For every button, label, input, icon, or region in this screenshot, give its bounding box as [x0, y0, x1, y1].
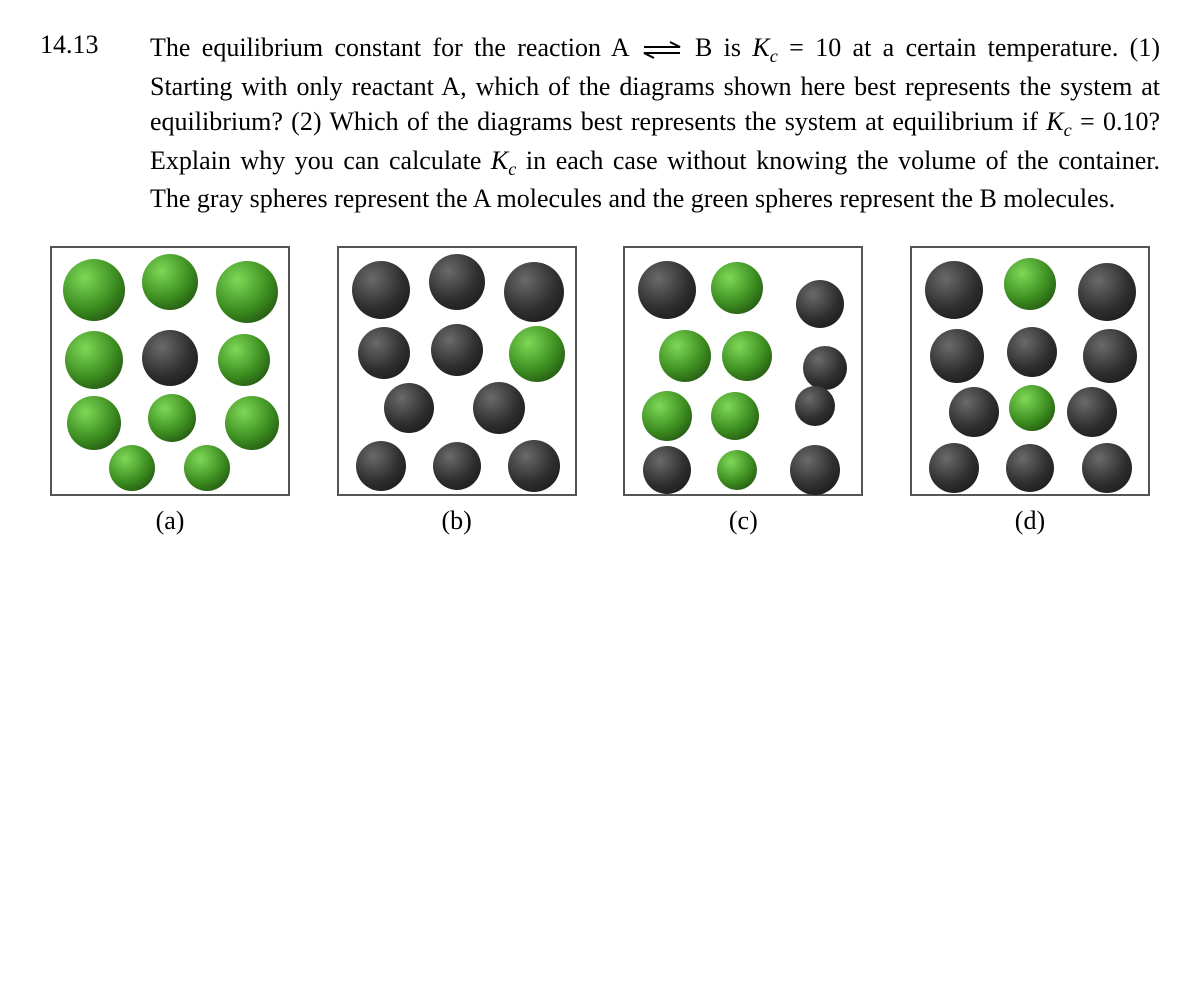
equilibrium-arrows-icon — [642, 41, 682, 59]
gray-sphere — [1007, 327, 1057, 377]
green-sphere — [142, 254, 198, 310]
c-sub: c — [1064, 120, 1072, 140]
problem-number: 14.13 — [40, 30, 130, 60]
gray-sphere — [638, 261, 696, 319]
gray-sphere — [429, 254, 485, 310]
gray-sphere — [473, 382, 525, 434]
k-letter: K — [1046, 107, 1063, 136]
diagram-box — [50, 246, 290, 496]
green-sphere — [509, 326, 565, 382]
green-sphere — [717, 450, 757, 490]
gray-sphere — [1006, 444, 1054, 492]
text-p2: B is — [684, 33, 753, 62]
gray-sphere — [643, 446, 691, 494]
gray-sphere — [352, 261, 410, 319]
green-sphere — [722, 331, 772, 381]
gray-sphere — [1067, 387, 1117, 437]
kc-symbol-3: Kc — [491, 146, 516, 175]
gray-sphere — [1082, 443, 1132, 493]
c-sub: c — [770, 46, 778, 66]
gray-sphere — [929, 443, 979, 493]
diagram-label: (a) — [156, 506, 185, 536]
gray-sphere — [1083, 329, 1137, 383]
green-sphere — [63, 259, 125, 321]
gray-sphere — [431, 324, 483, 376]
diagram-box — [337, 246, 577, 496]
green-sphere — [67, 396, 121, 450]
green-sphere — [642, 391, 692, 441]
problem: 14.13 The equilibrium constant for the r… — [40, 30, 1160, 216]
diagram-label: (d) — [1015, 506, 1045, 536]
text-p1: The equilibrium constant for the reactio… — [150, 33, 640, 62]
diagram-a: (a) — [50, 246, 290, 536]
gray-sphere — [142, 330, 198, 386]
gray-sphere — [433, 442, 481, 490]
green-sphere — [65, 331, 123, 389]
problem-text: The equilibrium constant for the reactio… — [150, 30, 1160, 216]
gray-sphere — [930, 329, 984, 383]
green-sphere — [109, 445, 155, 491]
gray-sphere — [795, 386, 835, 426]
diagram-d: (d) — [910, 246, 1150, 536]
gray-sphere — [925, 261, 983, 319]
green-sphere — [148, 394, 196, 442]
gray-sphere — [356, 441, 406, 491]
gray-sphere — [508, 440, 560, 492]
green-sphere — [184, 445, 230, 491]
gray-sphere — [384, 383, 434, 433]
green-sphere — [659, 330, 711, 382]
diagrams-row: (a) (b) (c) (d) — [40, 246, 1160, 536]
diagram-box — [623, 246, 863, 496]
gray-sphere — [949, 387, 999, 437]
green-sphere — [225, 396, 279, 450]
gray-sphere — [803, 346, 847, 390]
gray-sphere — [1078, 263, 1136, 321]
green-sphere — [1009, 385, 1055, 431]
gray-sphere — [358, 327, 410, 379]
gray-sphere — [790, 445, 840, 495]
diagram-c: (c) — [623, 246, 863, 536]
green-sphere — [216, 261, 278, 323]
diagram-box — [910, 246, 1150, 496]
diagram-label: (b) — [441, 506, 471, 536]
green-sphere — [218, 334, 270, 386]
gray-sphere — [504, 262, 564, 322]
diagram-b: (b) — [337, 246, 577, 536]
kc-symbol-1: Kc — [752, 33, 777, 62]
k-letter: K — [752, 33, 769, 62]
diagram-label: (c) — [729, 506, 758, 536]
green-sphere — [1004, 258, 1056, 310]
k-letter: K — [491, 146, 508, 175]
gray-sphere — [796, 280, 844, 328]
green-sphere — [711, 262, 763, 314]
green-sphere — [711, 392, 759, 440]
kc-symbol-2: Kc — [1046, 107, 1071, 136]
